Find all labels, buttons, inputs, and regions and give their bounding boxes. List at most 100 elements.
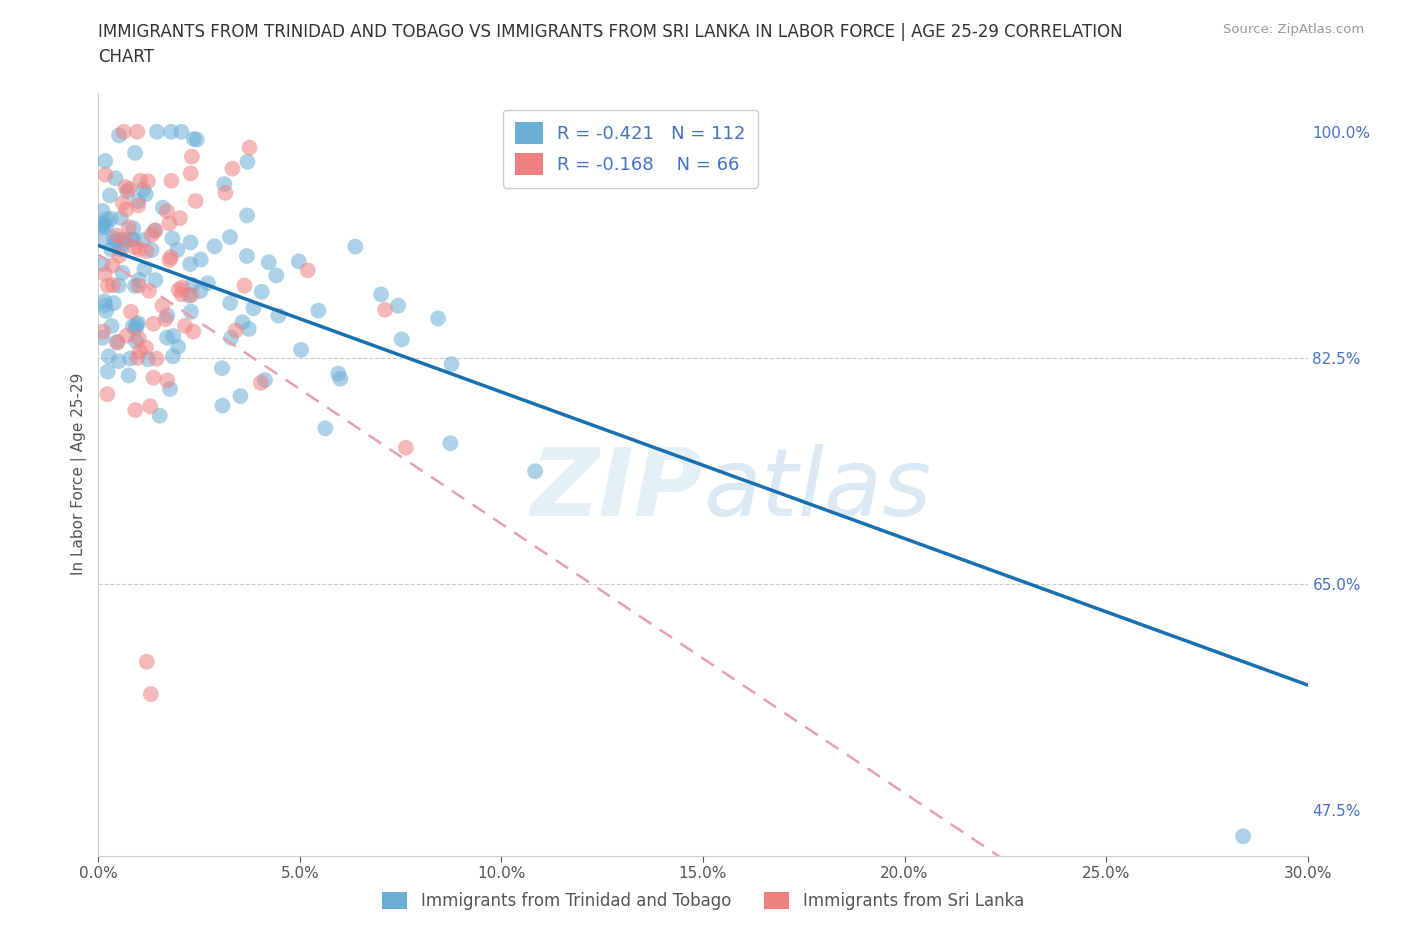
Point (156, 204, 179, 219)
Point (267, 308, 290, 323)
Point (127, 198, 149, 213)
Point (232, 314, 254, 329)
Point (179, 257, 201, 272)
Point (97, 349, 120, 364)
Point (91, 324, 114, 339)
Point (134, 261, 156, 276)
Point (155, 312, 177, 326)
Point (174, 318, 197, 333)
Point (117, 368, 139, 383)
Point (104, 237, 127, 252)
Point (114, 179, 136, 194)
Point (101, 258, 124, 272)
Point (169, 211, 191, 226)
Point (170, 286, 193, 301)
Point (524, 464, 547, 479)
Point (96, 219, 118, 233)
Point (211, 361, 233, 376)
Point (427, 311, 450, 325)
Point (440, 356, 463, 371)
Point (145, 272, 167, 287)
Point (91, 330, 114, 345)
Point (1232, 829, 1254, 844)
Point (162, 349, 184, 364)
Point (104, 171, 127, 186)
Point (197, 275, 219, 290)
Point (177, 288, 200, 303)
Point (152, 200, 174, 215)
Point (101, 277, 124, 292)
Point (120, 352, 142, 366)
Point (91, 220, 114, 235)
Point (111, 195, 134, 210)
Point (136, 352, 159, 366)
Point (127, 315, 149, 330)
Point (344, 239, 367, 254)
Point (229, 389, 252, 404)
Point (233, 278, 256, 293)
Point (96, 212, 118, 227)
Point (328, 366, 350, 381)
Point (150, 299, 173, 313)
Point (128, 343, 150, 358)
Point (238, 140, 260, 155)
Point (132, 182, 155, 197)
Point (214, 185, 236, 200)
Point (122, 319, 145, 334)
Point (253, 373, 276, 388)
Point (100, 211, 122, 226)
Point (120, 304, 142, 319)
Point (225, 323, 247, 338)
Point (127, 351, 149, 365)
Point (91, 217, 114, 232)
Point (108, 278, 131, 293)
Point (162, 328, 184, 343)
Point (190, 252, 212, 267)
Point (142, 370, 165, 385)
Point (211, 398, 233, 413)
Point (91, 257, 114, 272)
Point (117, 184, 139, 199)
Point (94, 167, 117, 182)
Point (139, 686, 162, 701)
Point (93, 294, 115, 309)
Point (370, 287, 392, 302)
Point (181, 149, 204, 164)
Y-axis label: In Labor Force | Age 25-29: In Labor Force | Age 25-29 (72, 373, 87, 576)
Point (439, 436, 461, 451)
Point (124, 403, 146, 418)
Point (107, 353, 129, 368)
Point (125, 317, 148, 332)
Point (110, 210, 132, 225)
Point (219, 330, 242, 345)
Point (114, 235, 136, 250)
Point (145, 223, 167, 238)
Point (257, 255, 280, 270)
Point (124, 278, 146, 293)
Point (127, 194, 149, 209)
Point (242, 300, 264, 315)
Legend: Immigrants from Trinidad and Tobago, Immigrants from Sri Lanka: Immigrants from Trinidad and Tobago, Imm… (375, 885, 1031, 917)
Point (98, 188, 121, 203)
Point (96, 387, 118, 402)
Point (121, 232, 143, 246)
Point (387, 299, 409, 313)
Point (181, 277, 204, 292)
Point (250, 376, 273, 391)
Point (91, 217, 114, 232)
Point (159, 253, 181, 268)
Point (122, 220, 145, 235)
Point (97, 365, 120, 379)
Point (170, 125, 193, 140)
Point (221, 161, 243, 176)
Point (172, 280, 194, 295)
Point (142, 316, 165, 331)
Point (97, 278, 120, 293)
Point (103, 231, 125, 246)
Point (124, 145, 146, 160)
Point (103, 296, 125, 311)
Legend: R = -0.421   N = 112, R = -0.168    N = 66: R = -0.421 N = 112, R = -0.168 N = 66 (503, 110, 758, 188)
Point (204, 239, 226, 254)
Point (186, 132, 208, 147)
Point (105, 228, 128, 243)
